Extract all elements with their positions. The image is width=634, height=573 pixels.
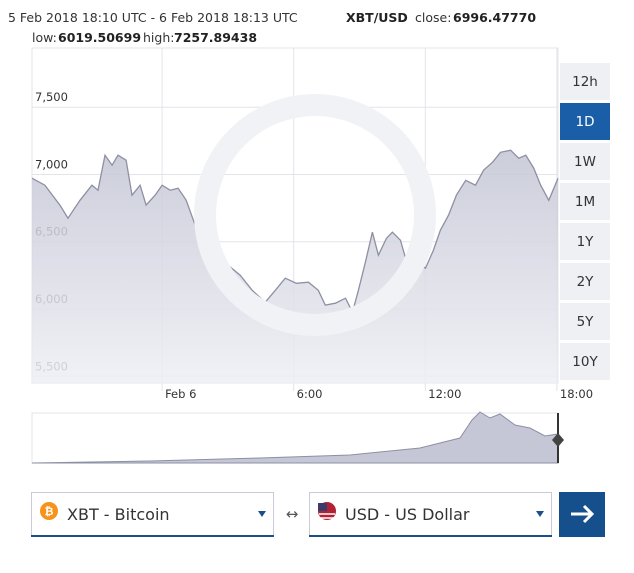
x-tick-label: 6:00 bbox=[297, 387, 323, 401]
swap-icon[interactable]: ↔ bbox=[286, 505, 299, 523]
range-button-label[interactable]: 2Y bbox=[577, 274, 595, 290]
x-tick-label: 18:00 bbox=[560, 387, 593, 401]
x-tick-label: Feb 6 bbox=[165, 387, 196, 401]
range-button-label[interactable]: 1Y bbox=[577, 234, 595, 250]
range-button-label[interactable]: 1D bbox=[576, 114, 595, 130]
pair: XBT/USD bbox=[346, 10, 408, 25]
range-button[interactable] bbox=[560, 103, 610, 140]
high-label: high: bbox=[143, 30, 174, 45]
range-button[interactable] bbox=[560, 183, 610, 220]
range-button[interactable] bbox=[560, 263, 610, 300]
range-button-label[interactable]: 10Y bbox=[572, 354, 598, 370]
low-value: 6019.50699 bbox=[58, 30, 141, 45]
range-button-label[interactable]: 1W bbox=[574, 154, 596, 170]
from-select[interactable]: ₿ XBT - Bitcoin bbox=[31, 492, 274, 537]
to-select[interactable]: USD - US Dollar bbox=[309, 492, 552, 537]
range-button[interactable] bbox=[560, 63, 610, 100]
convert-button[interactable] bbox=[559, 492, 605, 537]
x-tick-label: 12:00 bbox=[428, 387, 461, 401]
svg-text:₿: ₿ bbox=[45, 505, 54, 518]
range-button-label[interactable]: 1M bbox=[575, 194, 595, 210]
range-button-label[interactable]: 5Y bbox=[577, 314, 595, 330]
from-currency: XBT - Bitcoin bbox=[67, 505, 170, 524]
range-button[interactable] bbox=[560, 343, 610, 380]
date-range: 5 Feb 2018 18:10 UTC - 6 Feb 2018 18:13 … bbox=[8, 10, 298, 25]
y-tick-label: 7,000 bbox=[35, 157, 68, 171]
watermark bbox=[194, 94, 436, 336]
area-fill bbox=[32, 150, 558, 383]
navigator-grip[interactable] bbox=[552, 433, 564, 447]
close-value: 6996.47770 bbox=[453, 10, 536, 25]
price-line bbox=[31, 149, 559, 315]
range-button[interactable] bbox=[560, 303, 610, 340]
to-currency: USD - US Dollar bbox=[345, 505, 470, 524]
range-button-label[interactable]: 12h bbox=[572, 74, 598, 90]
range-button[interactable] bbox=[560, 223, 610, 260]
high-value: 7257.89438 bbox=[174, 30, 257, 45]
low-label: low: bbox=[32, 30, 57, 45]
navigator-area bbox=[31, 411, 559, 464]
close-label: close: bbox=[415, 10, 451, 25]
range-button[interactable] bbox=[560, 143, 610, 180]
y-tick-label: 7,500 bbox=[35, 90, 68, 104]
